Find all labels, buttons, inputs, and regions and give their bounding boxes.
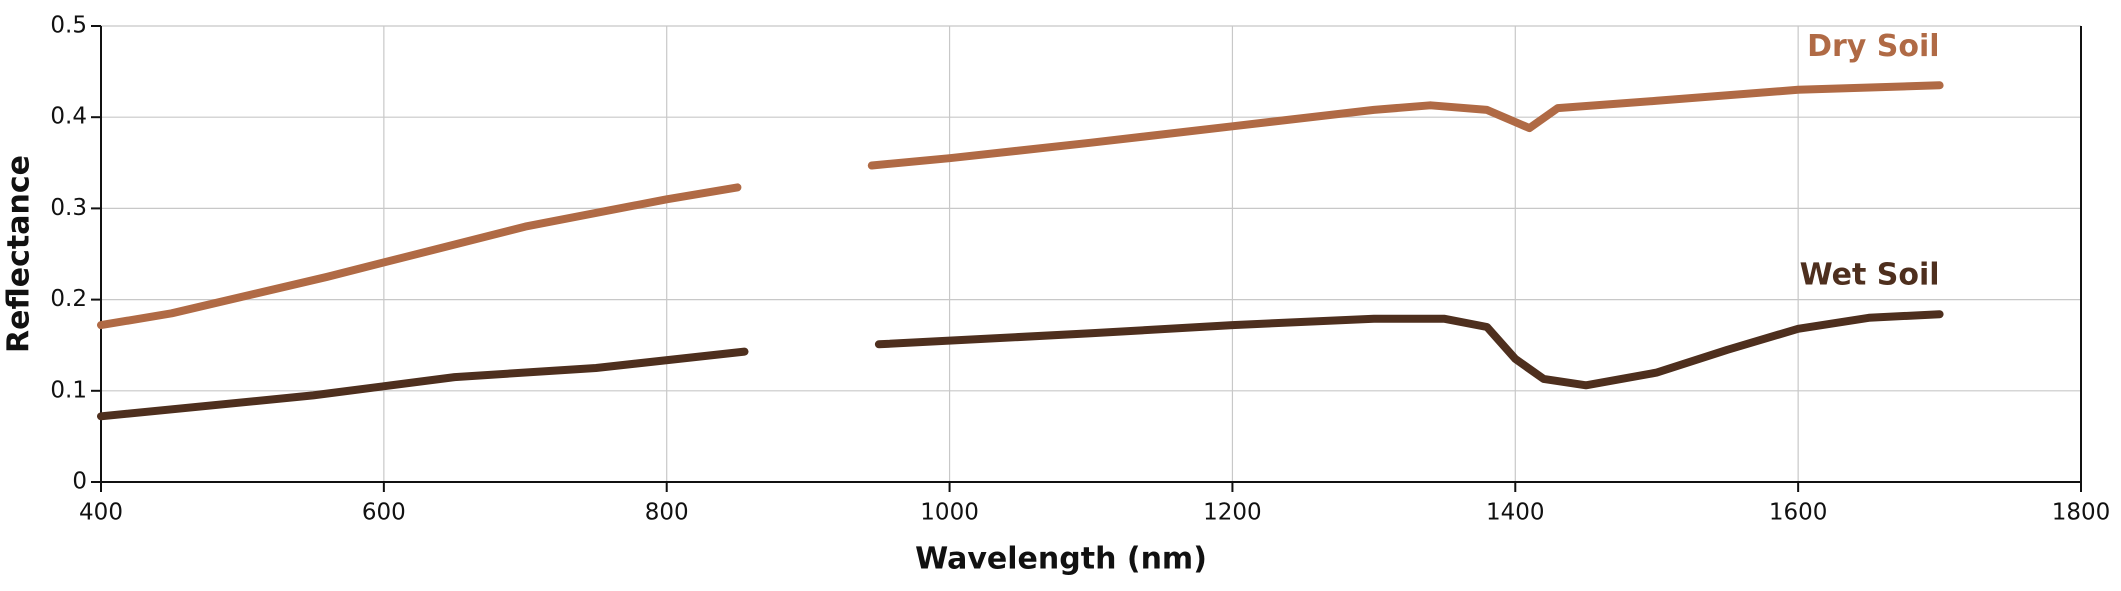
x-tick-label: 1400 bbox=[1486, 500, 1545, 526]
x-tick-label: 1600 bbox=[1769, 500, 1828, 526]
x-tick-label: 1800 bbox=[2052, 500, 2111, 526]
series-line bbox=[97, 310, 1944, 421]
y-tick-label: 0.4 bbox=[50, 104, 87, 130]
series-line bbox=[97, 81, 1944, 330]
y-tick-label: 0.3 bbox=[50, 195, 87, 221]
y-tick-label: 0.5 bbox=[50, 13, 87, 39]
x-tick-label: 400 bbox=[79, 500, 123, 526]
y-tick-label: 0 bbox=[72, 469, 87, 495]
series-label: Dry Soil bbox=[1807, 29, 1939, 64]
series-label: Wet Soil bbox=[1800, 258, 1940, 293]
y-axis-title: Reflectance bbox=[2, 155, 37, 353]
x-tick-label: 800 bbox=[645, 500, 689, 526]
x-tick-label: 1200 bbox=[1203, 500, 1262, 526]
y-tick-label: 0.2 bbox=[50, 286, 87, 312]
x-tick-label: 600 bbox=[362, 500, 406, 526]
x-tick-label: 1000 bbox=[920, 500, 979, 526]
y-tick-label: 0.1 bbox=[50, 377, 87, 403]
x-axis-title: Wavelength (nm) bbox=[915, 542, 1207, 577]
